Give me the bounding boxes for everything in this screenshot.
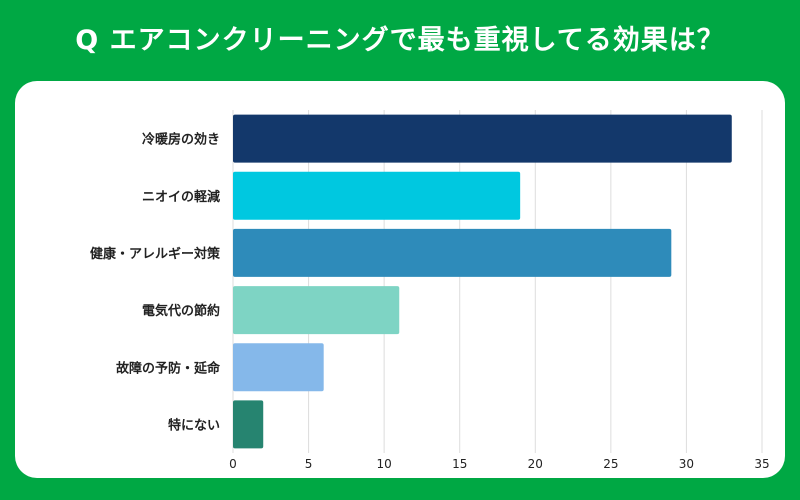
category-label: ニオイの軽減 bbox=[142, 189, 220, 205]
x-tick-label: 30 bbox=[679, 457, 694, 471]
bar bbox=[233, 228, 672, 277]
x-tick-label: 35 bbox=[754, 457, 769, 471]
category-label: 電気代の節約 bbox=[142, 303, 220, 319]
x-tick-label: 25 bbox=[603, 457, 618, 471]
chart-title: Q エアコンクリーニングで最も重視してる効果は？ bbox=[75, 25, 725, 56]
x-tick-label: 5 bbox=[305, 457, 313, 471]
x-tick-label: 15 bbox=[452, 457, 467, 471]
bar bbox=[233, 286, 400, 335]
bar bbox=[233, 171, 521, 220]
category-label: 特にない bbox=[168, 417, 220, 433]
x-tick-label: 20 bbox=[528, 457, 543, 471]
bar bbox=[233, 114, 732, 163]
x-tick-label: 0 bbox=[229, 457, 237, 471]
bar bbox=[233, 343, 324, 392]
category-label: 健康・アレルギー対策 bbox=[90, 246, 221, 262]
x-tick-label: 10 bbox=[377, 457, 392, 471]
bar bbox=[233, 400, 264, 449]
category-label: 冷暖房の効き bbox=[142, 132, 220, 148]
category-label: 故障の予防・延命 bbox=[116, 360, 221, 376]
